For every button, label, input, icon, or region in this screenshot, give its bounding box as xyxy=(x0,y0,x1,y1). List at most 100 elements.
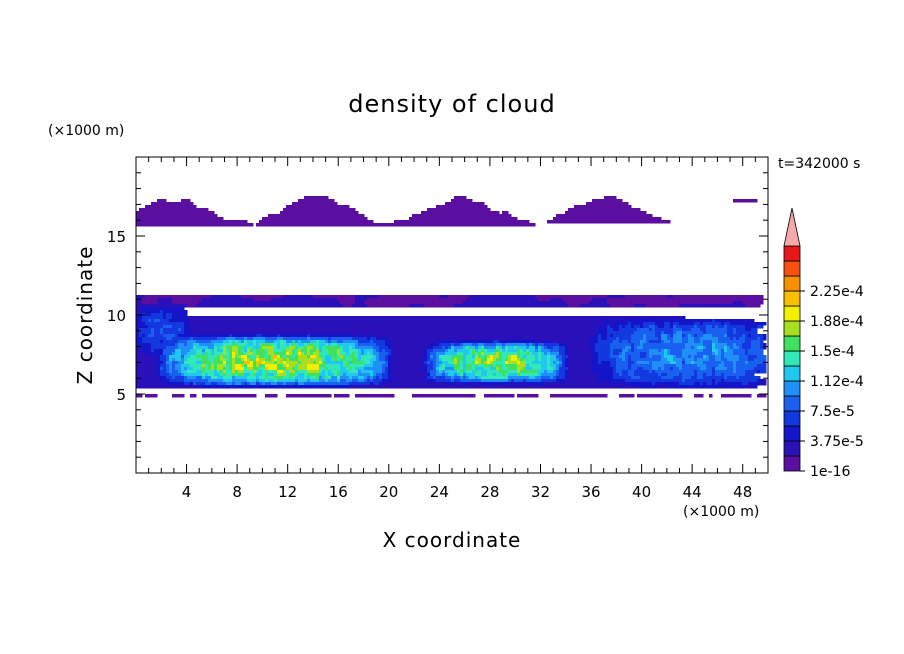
contour-cell xyxy=(136,385,203,389)
contour-cell xyxy=(484,361,488,365)
contour-cell xyxy=(214,346,218,350)
contour-cell xyxy=(454,343,461,347)
contour-cell xyxy=(601,325,605,329)
contour-cell xyxy=(247,349,251,353)
contour-cell xyxy=(529,364,542,368)
contour-cell xyxy=(232,352,236,356)
contour-cell xyxy=(448,361,455,365)
contour-cell xyxy=(136,358,158,362)
contour-cell xyxy=(640,355,647,359)
x-axis: 4 8 12 16 20 24 28 32 36 40 44 48 xyxy=(148,157,756,501)
contour-cell xyxy=(238,340,242,344)
contour-cell xyxy=(139,331,152,335)
contour-cell xyxy=(151,319,155,323)
contour-cell xyxy=(523,367,527,371)
contour-cell xyxy=(238,370,245,374)
contour-cell xyxy=(169,319,191,323)
contour-cell xyxy=(331,355,338,359)
contour-cell xyxy=(505,373,509,377)
contour-cell xyxy=(457,349,470,353)
contour-cell xyxy=(364,301,464,305)
contour-cell xyxy=(223,352,227,356)
contour-cell xyxy=(598,373,614,377)
x-axis-label: X coordinate xyxy=(383,528,522,552)
contour-cell xyxy=(244,361,251,365)
contour-cell xyxy=(538,358,542,362)
contour-cell xyxy=(487,349,497,353)
contour-cell xyxy=(277,382,284,386)
contour-cell xyxy=(568,370,593,374)
contour-cell xyxy=(547,355,551,359)
contour-cell xyxy=(439,355,452,359)
contour-cell xyxy=(247,358,251,362)
contour-cell xyxy=(223,370,227,374)
contour-cell xyxy=(658,337,662,341)
contour-cell xyxy=(445,202,485,206)
contour-cell xyxy=(307,352,311,356)
contour-cell xyxy=(436,355,440,359)
contour-cell xyxy=(223,343,233,347)
contour-cell xyxy=(295,382,299,386)
contour-cell xyxy=(613,382,620,386)
contour-cell xyxy=(661,331,665,335)
contour-cell xyxy=(682,334,686,338)
contour-cell xyxy=(745,337,758,341)
contour-cell xyxy=(736,337,740,341)
contour-cell xyxy=(616,319,620,323)
contour-cell xyxy=(760,346,764,350)
contour-cell xyxy=(157,358,161,362)
contour-cell xyxy=(136,298,143,302)
contour-cell xyxy=(325,370,329,374)
x-unit-label: (×1000 m) xyxy=(683,504,759,520)
contour-cell xyxy=(547,220,671,224)
contour-cell xyxy=(712,319,716,323)
contour-cell xyxy=(424,376,428,380)
contour-cell xyxy=(145,205,197,209)
colorbar-swatch xyxy=(783,320,801,337)
contour-cell xyxy=(202,367,206,371)
contour-cell xyxy=(244,346,248,350)
contour-cell xyxy=(481,370,488,374)
contour-cell xyxy=(262,382,266,386)
contour-cell xyxy=(388,364,392,368)
contour-cell xyxy=(742,346,752,350)
contour-cell xyxy=(319,385,323,389)
contour-cell xyxy=(283,376,290,380)
contour-cell xyxy=(367,304,410,308)
contour-cell xyxy=(193,334,197,338)
contour-cell xyxy=(559,373,566,377)
contour-cell xyxy=(598,355,611,359)
contour-cell xyxy=(715,373,722,377)
contour-cell xyxy=(373,373,377,377)
contour-cell xyxy=(340,373,344,377)
contour-cell xyxy=(703,361,722,365)
contour-cell xyxy=(184,328,191,332)
contour-cell xyxy=(202,364,206,368)
contour-cell xyxy=(184,343,188,347)
contour-cell xyxy=(610,355,620,359)
contour-cell xyxy=(202,361,212,365)
contour-cell xyxy=(445,349,449,353)
contour-cell xyxy=(694,382,701,386)
contour-cell xyxy=(286,358,290,362)
contour-cell xyxy=(607,328,614,332)
contour-cell xyxy=(622,352,626,356)
contour-cell xyxy=(202,352,206,356)
contour-cell xyxy=(736,367,755,371)
contour-cell xyxy=(751,346,761,350)
contour-cell xyxy=(160,367,164,371)
contour-cell xyxy=(265,361,275,365)
contour-cell xyxy=(526,364,530,368)
contour-cell xyxy=(184,313,188,317)
contour-cell xyxy=(538,355,542,359)
contour-cell xyxy=(136,217,224,221)
contour-cell xyxy=(391,358,425,362)
x-tick-label: 20 xyxy=(379,483,398,501)
contour-cell xyxy=(307,349,311,353)
contour-cell xyxy=(661,373,668,377)
contour-cell xyxy=(346,379,353,383)
contour-cell xyxy=(505,361,509,365)
contour-cell xyxy=(136,319,143,323)
